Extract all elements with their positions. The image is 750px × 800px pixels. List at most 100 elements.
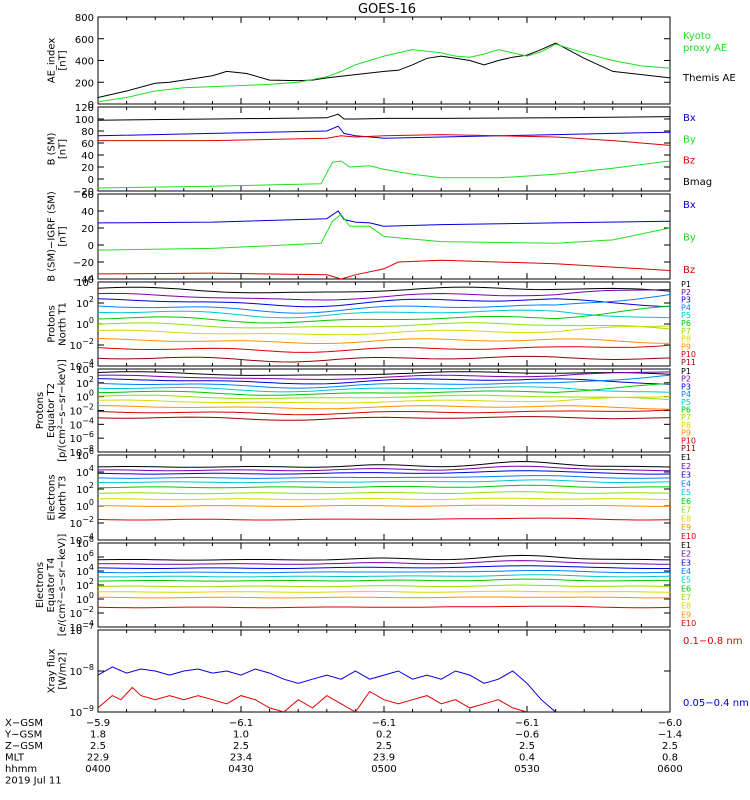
y-tick-label: 0: [88, 100, 94, 111]
channel-line: [98, 325, 670, 336]
y-tick-label: 60: [81, 139, 94, 150]
legend-entry: E3: [681, 471, 691, 480]
legend-entry: P1: [681, 367, 691, 376]
y-tick-label: 100: [76, 316, 94, 331]
legend-entry: P9: [681, 342, 691, 351]
y-tick-label: 800: [75, 13, 94, 24]
y-tick-label: 106: [76, 549, 94, 564]
legend-entry: P2: [681, 375, 691, 384]
x-tick-value: 2.5: [519, 741, 535, 752]
legend-entry: 0.1−0.8 nm: [683, 636, 742, 647]
series-line: [98, 259, 670, 279]
channel-line: [98, 396, 670, 404]
x-tick-value: 22.9: [87, 753, 109, 764]
y-tick-label: 60: [81, 190, 94, 201]
channel-line: [98, 584, 670, 588]
x-tick-value: 0400: [85, 764, 110, 775]
y-tick-label: 10−4: [69, 619, 94, 634]
y-tick-label: 10−4: [69, 416, 94, 431]
y-tick-label: 104: [76, 274, 94, 289]
legend-entry: E5: [681, 576, 691, 585]
panel-8: 10−9 10−8 10−7 Xray flux [W/m2] 0.1−0.8 nm 0.0…: [47, 622, 749, 719]
y-tick-label: 104: [76, 563, 94, 578]
y-tick-label: 10−9: [69, 704, 94, 719]
y-axis-label: [nT]: [58, 50, 69, 70]
y-tick-label: 108: [76, 535, 94, 550]
channel-line: [98, 491, 670, 495]
y-tick-label: 104: [76, 361, 94, 376]
series-line: [98, 134, 670, 146]
y-tick-label: 10−4: [69, 358, 94, 373]
legend-entry: By: [683, 233, 696, 244]
legend-entry: Bz: [683, 265, 695, 276]
y-tick-label: 40: [81, 151, 94, 162]
legend-entry: P1: [681, 280, 691, 289]
x-tick-value: 0.8: [662, 753, 678, 764]
y-tick-label: 80: [81, 127, 94, 138]
legend-entry: E9: [681, 523, 691, 532]
plot-area: [98, 666, 556, 712]
channel-line: [98, 286, 670, 294]
x-row-label: Y−GSM: [4, 730, 42, 741]
plot-area: [98, 554, 670, 609]
y-tick-label: 102: [76, 481, 94, 496]
y-axis-label: [W/m2]: [58, 652, 69, 689]
y-tick-label: −40: [73, 275, 94, 286]
y-tick-label: 0: [88, 175, 94, 186]
y-tick-label: 104: [76, 464, 94, 479]
channel-line: [98, 309, 670, 319]
legend-entry: P6: [681, 319, 691, 328]
legend-entry: P10: [681, 350, 696, 359]
legend-entry: P7: [681, 413, 691, 422]
y-axis-label: Protons: [47, 305, 58, 342]
y-tick-label: 100: [76, 389, 94, 404]
legend-entry: E6: [681, 584, 691, 593]
series-line: [98, 42, 670, 98]
legend-entry: P8: [681, 421, 691, 430]
legend-entry: E2: [681, 462, 691, 471]
channel-line: [98, 484, 670, 489]
channel-line: [98, 479, 670, 484]
y-axis-label: Xray flux: [47, 649, 58, 694]
legend-entry: P3: [681, 296, 691, 305]
legend-entry: P2: [681, 288, 691, 297]
y-tick-label: 120: [75, 103, 94, 114]
panel-frame: [97, 281, 671, 367]
series-line: [98, 125, 670, 139]
y-tick-label: 10−2: [69, 605, 94, 620]
channel-line: [98, 374, 670, 389]
legend-entry: P10: [681, 436, 696, 445]
y-tick-label: 10−2: [69, 403, 94, 418]
legend-entry: P3: [681, 382, 691, 391]
x-row-label: hhmm: [5, 764, 37, 775]
x-tick-value: 0500: [371, 764, 396, 775]
x-tick-value: 1.8: [90, 730, 106, 741]
legend-entry: proxy AE: [683, 43, 727, 54]
y-tick-label: 100: [76, 591, 94, 606]
legend-entry: E9: [681, 610, 691, 619]
channel-line: [98, 322, 670, 330]
panel-frame: [97, 542, 671, 628]
channel-line: [98, 289, 670, 301]
legend-entry: Bx: [683, 113, 696, 124]
y-axis-label: Protons: [35, 392, 46, 429]
y-tick-label: 400: [75, 57, 94, 68]
legend-entry: E6: [681, 497, 691, 506]
legend-entry: E4: [681, 567, 691, 576]
legend-entry: E8: [681, 602, 691, 611]
y-tick-label: 10−2: [69, 515, 94, 530]
channel-line: [98, 504, 670, 507]
legend-entry: P11: [681, 358, 696, 367]
y-tick-label: 102: [76, 375, 94, 390]
y-tick-label: 200: [75, 78, 94, 89]
legend-entry: P8: [681, 335, 691, 344]
panel-3: −40 −20 0 20 40 60 B (SM)−IGRF (SM) [nT] Bx By Bz: [47, 190, 696, 286]
legend-entry: P5: [681, 398, 691, 407]
y-axis-label: [nT]: [58, 226, 69, 246]
x-tick-value: 0430: [228, 764, 253, 775]
